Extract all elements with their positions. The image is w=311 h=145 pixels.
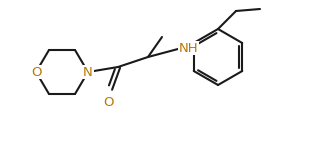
Text: NH: NH [179,41,199,55]
Text: N: N [83,66,93,78]
Text: O: O [31,66,41,78]
Text: O: O [103,96,113,109]
